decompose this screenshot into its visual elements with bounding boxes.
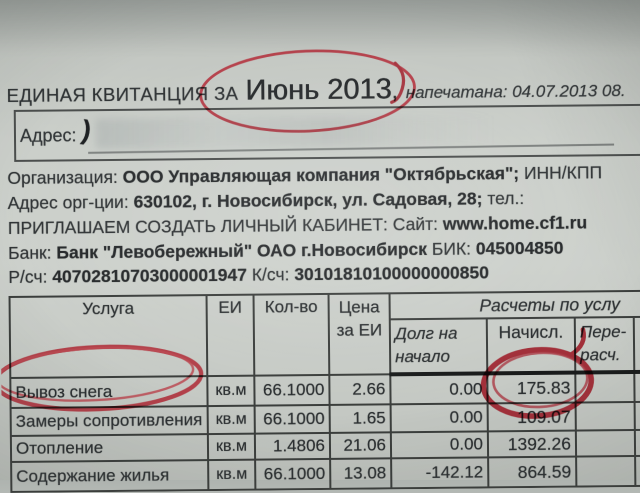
ks-label: К/сч: [251, 264, 290, 285]
bank-line: Банк: Банк "Левобережный" ОАО г.Новосиби… [8, 238, 564, 264]
org-inn-label: ИНН/КПП [523, 162, 603, 184]
accrued-cell: 109.07 [487, 402, 576, 432]
accrued-cell: 1392.26 [487, 430, 577, 458]
col-header-service: Услуга [9, 295, 208, 378]
service-name: Замеры сопротивления [10, 406, 208, 436]
printed-date: напечатана: 04.07.2013 08. [405, 81, 626, 103]
price-cell: 2.66 [329, 374, 391, 405]
receipt-paper: ЕДИНАЯ КВИТАНЦИЯ ЗА Июнь 2013 , напечата… [0, 49, 640, 492]
col-header-accrued: Начисл. [486, 317, 576, 374]
recalc-cell [575, 401, 635, 431]
extra-cell [634, 429, 640, 456]
debt-cell: -142.12 [391, 457, 489, 489]
col-header-extra [633, 316, 640, 372]
extra-cell [634, 401, 640, 430]
accrued-cell: 175.83 [487, 372, 576, 404]
recalc-cell [575, 429, 636, 457]
unit-cell: кв.м [208, 459, 256, 491]
col-header-qty: Кол-во [253, 293, 330, 376]
site-label: Сайт: [392, 213, 439, 235]
qty-cell: 66.1000 [254, 374, 330, 406]
unit-cell: кв.м [207, 433, 256, 461]
ks-value: 30101810100000000850 [294, 262, 490, 285]
rs-label: Р/сч: [8, 266, 48, 287]
org-name: ООО Управляющая компания "Октябрьская"; [122, 163, 520, 187]
service-name: Вывоз снега [10, 376, 208, 408]
table-row: Содержание жилья кв.м 66.1000 13.08 -142… [11, 455, 640, 492]
title-comma: , [391, 78, 398, 104]
org-address-line: Адрес орг-ции: 630102, г. Новосибирск, у… [8, 188, 525, 214]
bik-label: БИК: [431, 238, 472, 259]
cabinet-invite-label: ПРИГЛАШАЕМ СОЗДАТЬ ЛИЧНЫЙ КАБИНЕТ: [7, 214, 388, 238]
price-cell: 13.08 [330, 458, 392, 489]
pen-mark: ) [79, 114, 94, 146]
col-header-recalc: Пере-расч. [574, 316, 635, 373]
cabinet-line: ПРИГЛАШАЕМ СОЗДАТЬ ЛИЧНЫЙ КАБИНЕТ: Сайт:… [8, 212, 587, 239]
bik-value: 045004850 [475, 237, 564, 259]
extra-cell [634, 371, 640, 402]
billing-period: Июнь 2013 [245, 73, 392, 107]
col-header-price: Цена за ЕИ [328, 293, 391, 375]
site-url: www.home.cf1.ru [442, 212, 588, 234]
address-redacted-smudge [95, 115, 517, 150]
price-cell: 1.65 [329, 404, 391, 433]
org-phone-label: тел.: [487, 188, 525, 209]
unit-cell: кв.м [207, 375, 255, 407]
org-label: Организация: [7, 166, 118, 188]
col-header-debt: Долг на начало [389, 318, 488, 375]
accounts-line: Р/сч: 40702810703000001947 К/сч: 3010181… [8, 262, 489, 288]
qty-cell: 66.1000 [255, 458, 331, 490]
extra-cell [635, 455, 640, 486]
rs-value: 40702810703000001947 [52, 264, 248, 287]
recalc-cell [576, 455, 636, 487]
debt-cell: 0.00 [390, 431, 489, 459]
address-box: Адрес: ) [13, 103, 640, 162]
debt-cell: 0.00 [390, 403, 488, 433]
title-text: ЕДИНАЯ КВИТАНЦИЯ ЗА [6, 82, 239, 107]
service-name: Содержание жилья [11, 460, 209, 492]
debt-cell: 0.00 [390, 373, 488, 405]
org-address-label: Адрес орг-ции: [7, 191, 129, 213]
group-header-calculations: Расчеты по услу [389, 290, 640, 320]
price-cell: 21.06 [329, 432, 392, 459]
charges-table: Услуга ЕИ Кол-во Цена за ЕИ Расчеты по ус… [9, 289, 640, 493]
bank-label: Банк: [8, 242, 52, 263]
org-address-value: 630102, г. Новосибирск, ул. Садовая, 28; [133, 188, 483, 212]
service-name: Отопление [10, 434, 209, 462]
recalc-cell [575, 371, 635, 403]
address-label: Адрес: [19, 125, 77, 146]
org-line: Организация: ООО Управляющая компания "О… [7, 162, 602, 189]
bank-name: Банк "Левобережный" ОАО г.Новосибирск [56, 238, 428, 263]
accrued-cell: 864.59 [488, 456, 577, 488]
col-header-unit: ЕИ [206, 294, 255, 377]
unit-cell: кв.м [207, 405, 255, 435]
qty-cell: 1.4806 [254, 432, 331, 460]
qty-cell: 66.1000 [254, 404, 330, 434]
